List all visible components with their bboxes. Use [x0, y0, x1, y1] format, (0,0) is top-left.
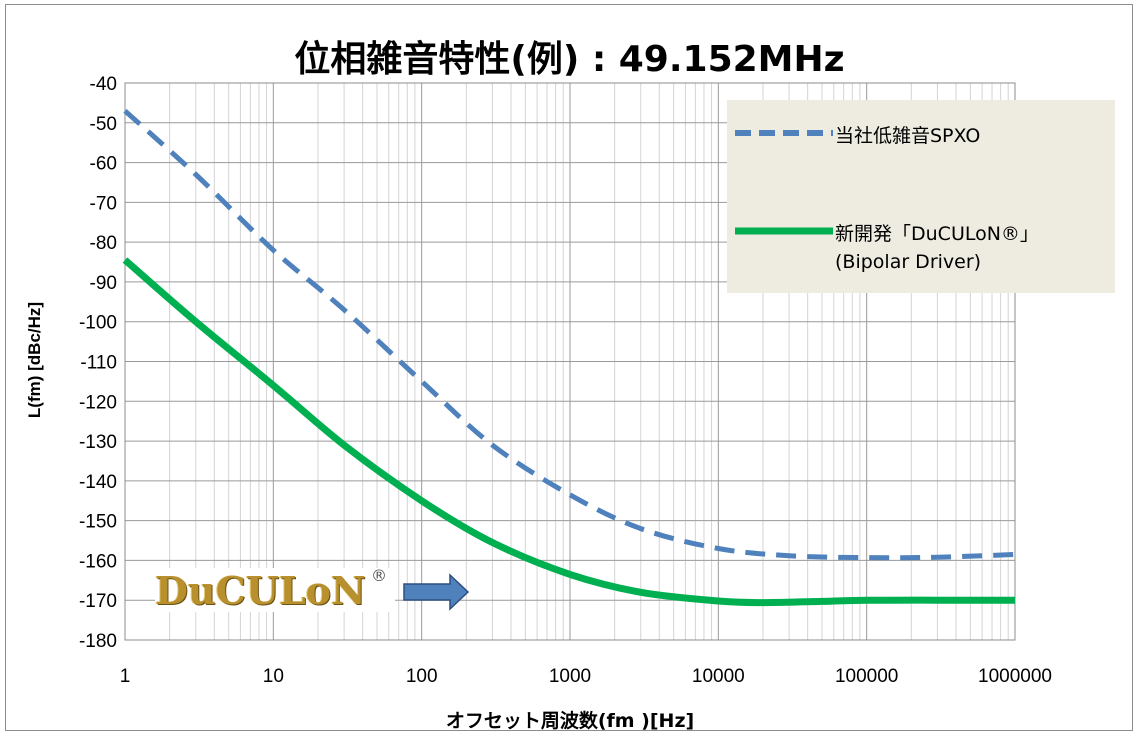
x-tick-label: 1000000 [978, 666, 1052, 687]
x-tick-label: 10000 [692, 666, 745, 687]
y-tick-label: -130 [79, 432, 117, 453]
y-tick-label: -100 [79, 313, 117, 334]
y-tick-label: -60 [90, 154, 117, 175]
legend: 当社低雑音SPXO 新開発「DuCULoN®」 (Bipolar Driver) [727, 100, 1115, 293]
y-tick-label: -90 [90, 273, 117, 294]
y-tick-label: -150 [79, 512, 117, 533]
x-tick-label: 1 [120, 666, 131, 687]
y-tick-label: -160 [79, 551, 117, 572]
x-axis-label: オフセット周波数(fm )[Hz] [445, 710, 695, 732]
right-arrow-icon [403, 573, 470, 611]
x-tick-label: 100 [406, 666, 438, 687]
chart-title: 位相雑音特性(例) : 49.152MHz [294, 39, 845, 80]
legend-label-duculon: 新開発「DuCULoN®」 [835, 223, 1039, 245]
y-tick-label: -50 [90, 114, 117, 135]
y-tick-label: -110 [80, 353, 117, 374]
legend-label-spxo: 当社低雑音SPXO [835, 125, 981, 147]
y-tick-label: -140 [79, 472, 117, 493]
series-layer [122, 109, 1016, 607]
logo-text: DuCULoN [155, 568, 366, 613]
duculon-logo: DuCULoN ® [155, 566, 395, 613]
x-tick-label: 100000 [835, 666, 898, 687]
x-tick-label: 10 [263, 666, 284, 687]
legend-label-duculon-line2: (Bipolar Driver) [835, 251, 982, 273]
x-axis-ticks: 1 10 100 1000 10000 100000 1000000 [120, 666, 1052, 687]
y-tick-label: -180 [79, 631, 117, 652]
legend-swatches [735, 130, 833, 235]
logo-registered-mark: ® [371, 566, 387, 585]
y-axis-ticks: -40 -50 -60 -70 -80 -90 -100 -110 -120 -130 -140 -1… [79, 74, 117, 652]
series-line-duculon [122, 257, 1015, 607]
y-tick-label: -70 [90, 193, 117, 214]
y-tick-label: -40 [90, 74, 117, 95]
y-axis-label: L(fm) [dBc/Hz] [25, 301, 44, 419]
y-tick-label: -170 [79, 591, 117, 612]
plot-area-border [124, 82, 1016, 641]
series-line-spxo [123, 109, 1016, 561]
x-tick-label: 1000 [549, 666, 591, 687]
y-tick-label: -80 [90, 233, 117, 254]
y-tick-label: -120 [79, 392, 117, 413]
